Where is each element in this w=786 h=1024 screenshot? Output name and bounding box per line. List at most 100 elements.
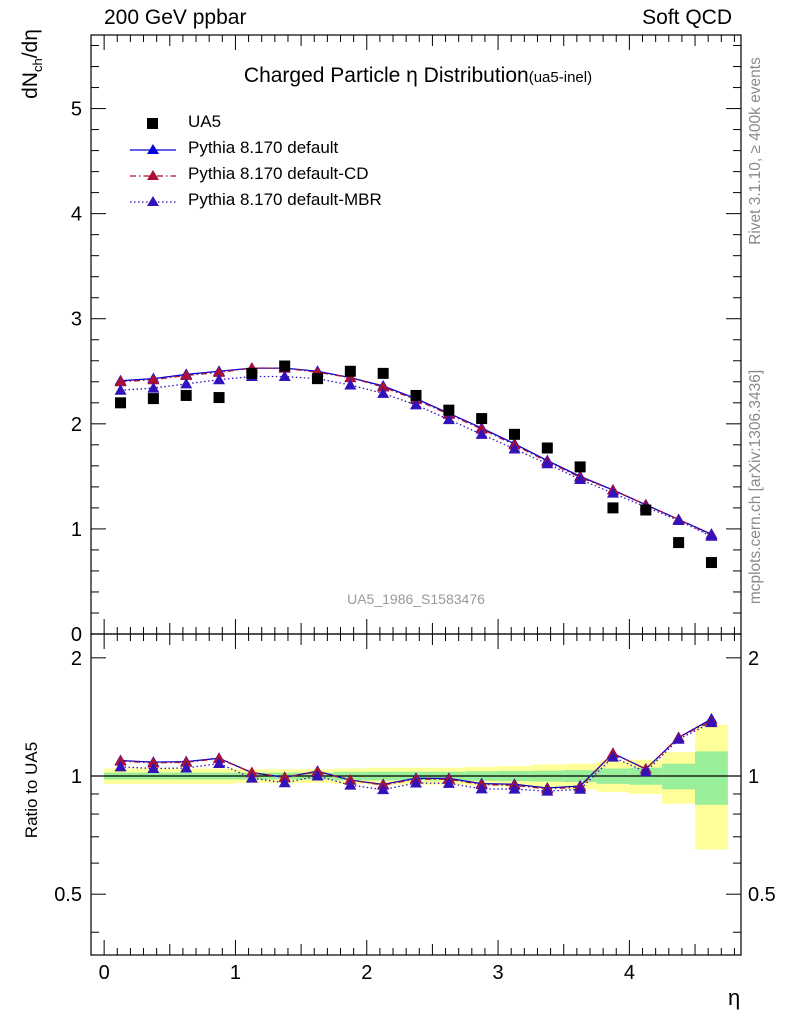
series-ratio-marker [541,785,554,796]
data-point [344,365,356,377]
ratio-tick-label: 0.5 [54,884,82,906]
band-inner [695,751,728,805]
series-3 [114,370,718,796]
ratio-tick-label-right: 1 [748,766,759,788]
series-marker [344,378,357,390]
y-tick-label: 5 [71,99,82,121]
ratio-panel-frame [90,633,742,956]
series-marker [475,428,488,439]
series-2 [114,362,718,794]
chart-title-text: Charged Particle η Distribution [243,64,529,87]
series-ratio-marker [705,716,718,728]
series-marker [606,487,619,498]
series-marker [114,384,127,395]
plot-frames [90,34,742,956]
data-point [213,392,225,404]
series-ratio-marker [245,766,258,778]
x-axis-label: η [728,985,741,1010]
series-ratio-marker [639,765,652,777]
series-ratio-marker [180,762,193,773]
series-marker [344,371,357,383]
data-point [312,373,324,385]
series-marker [442,413,455,425]
series-ratio-marker [574,783,587,794]
series-marker [672,514,685,526]
series-marker [213,373,226,385]
legend-label-cd: Pythia 8.170 default-CD [188,164,369,183]
ratio-tick-label-right: 2 [748,648,759,670]
x-tick-label: 4 [624,962,635,984]
data-point [607,502,619,514]
y-tick-label: 2 [71,414,82,436]
y-axis-label: dNch/dη [18,29,46,99]
chart-title-suffix: (ua5-inel) [528,69,593,86]
series-marker [574,473,587,485]
series-ratio-marker [672,733,685,744]
series-ratio-marker [213,757,226,769]
analysis-watermark: UA5_1986_S1583476 [347,591,485,607]
ratio-tick-label: 1 [71,766,82,788]
data-point [377,367,389,379]
series-marker [180,377,193,389]
ratio-axis-label: Ratio to UA5 [22,741,41,839]
x-tick-label: 2 [361,962,372,984]
legend-label-ua5: UA5 [188,112,222,131]
series-ratio-marker [278,771,291,782]
ua5-data-points [115,360,717,569]
rivet-label: Rivet 3.1.10, ≥ 400k events [747,57,764,245]
legend-label-mbr: Pythia 8.170 default-MBR [188,190,382,209]
chart-title: Charged Particle η Distribution(ua5-inel… [244,64,592,88]
series-ratio-marker [180,756,193,767]
axis-ticks [91,35,741,955]
data-point [246,367,258,379]
ratio-tick-label-right: 0.5 [748,884,776,906]
y-tick-label: 0 [71,624,82,646]
mcplots-label: mcplots.cern.ch [arXiv:1306.3436] [747,369,764,605]
data-point [541,442,553,454]
x-tick-label: 3 [493,962,504,984]
data-point [640,504,652,516]
y-tick-label: 1 [71,519,82,541]
legend-label-default: Pythia 8.170 default [188,138,339,157]
data-point [180,389,192,401]
series-marker [508,443,521,454]
series-ratio-marker [377,783,390,795]
data-point [147,393,159,405]
data-point [673,537,685,549]
header-left: 200 GeV ppbar [104,6,247,29]
x-tick-label: 1 [230,962,241,984]
series-ratio-marker [278,776,291,788]
data-point [279,360,291,372]
data-point [115,397,127,409]
series-ratio-marker [606,751,619,762]
data-point [508,428,520,440]
header-right: Soft QCD [642,6,732,29]
series-1 [114,362,718,793]
series-ratio-marker [147,756,160,768]
series-ratio-marker [245,772,258,783]
series-ratio-marker [344,779,357,790]
mc-series [114,362,718,796]
tick-labels: 0 1 2 3 4 0 1 2 3 4 5 0.5 0.5 1 1 2 2 [54,99,776,984]
series-marker [147,373,160,385]
series-ratio-marker [114,755,127,766]
series-ratio-marker [311,770,324,781]
series-ratio-marker [442,777,455,788]
data-point [574,461,586,473]
series-ratio-marker [508,783,521,794]
data-point [476,413,488,425]
series-marker [180,369,193,380]
series-ratio-marker [114,760,127,772]
series-marker [541,457,554,469]
series-marker [377,381,390,392]
series-ratio-marker [410,776,422,788]
x-tick-label: 0 [99,962,110,984]
series-ratio-marker [147,762,160,774]
data-point [443,404,455,416]
series-marker [377,387,390,398]
y-tick-label: 3 [71,309,82,331]
series-marker [147,382,160,393]
y-tick-label: 4 [71,204,82,226]
series-marker [475,423,488,434]
